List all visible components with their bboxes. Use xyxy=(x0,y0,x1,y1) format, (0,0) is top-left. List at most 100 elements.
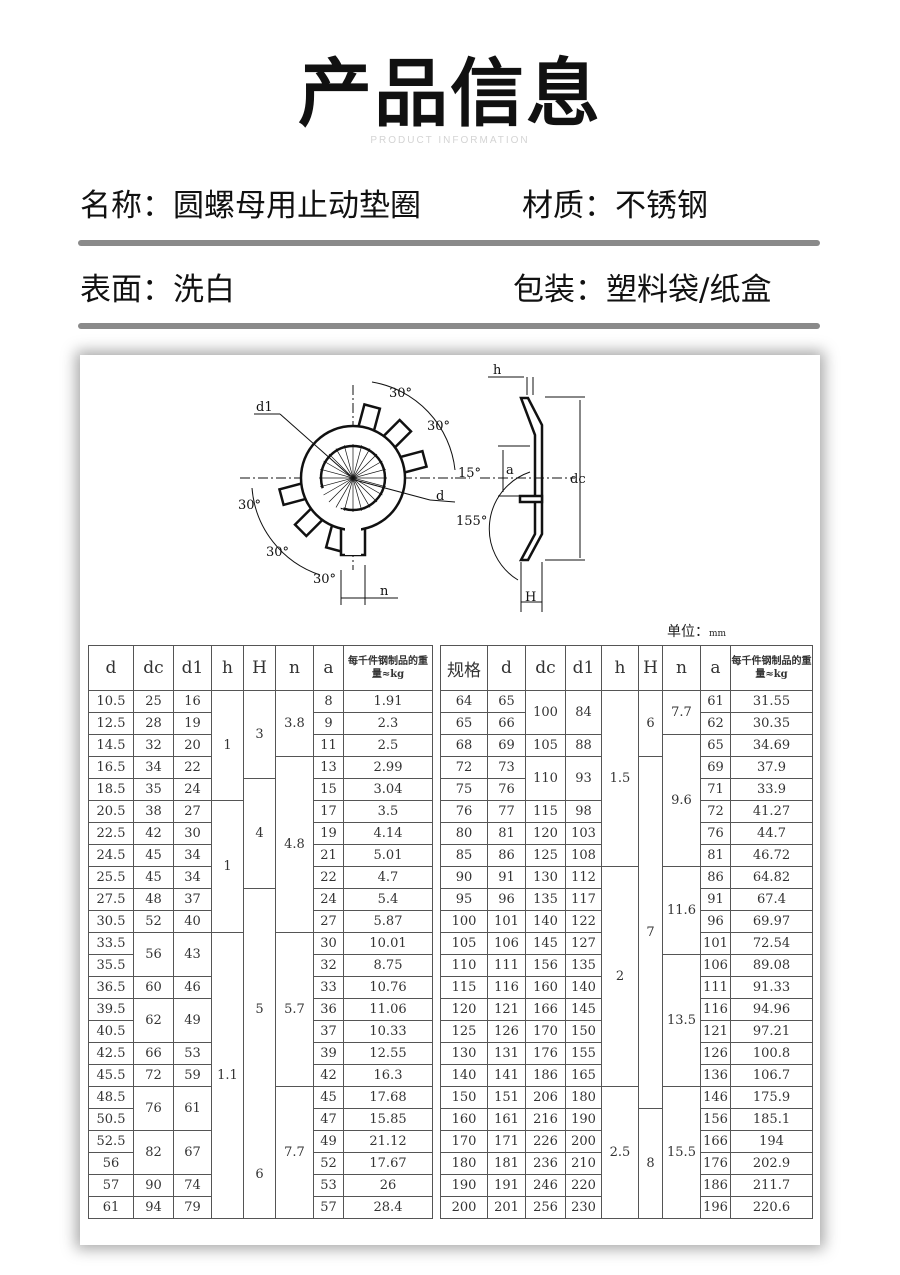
cell-d1: 103 xyxy=(565,822,602,845)
cell-d1: 108 xyxy=(565,844,602,867)
cell-a: 116 xyxy=(700,998,731,1021)
cell-a: 24 xyxy=(313,888,344,911)
cell-d: 121 xyxy=(487,998,526,1021)
column-header-spec: 规格 xyxy=(440,645,488,691)
cell-a: 15 xyxy=(313,778,344,801)
cell-spec: 110 xyxy=(440,954,488,977)
cell-d: 20.5 xyxy=(88,800,134,823)
cell-a: 32 xyxy=(313,954,344,977)
cell-weight: 69.97 xyxy=(730,910,813,933)
cell-d: 16.5 xyxy=(88,756,134,779)
cell-dc: 110 xyxy=(525,756,566,801)
cell-h: 2.5 xyxy=(601,1086,639,1219)
cell-a: 121 xyxy=(700,1020,731,1043)
cell-dc: 120 xyxy=(525,822,566,845)
table-row: 25.5 45 34 22 4.7 xyxy=(88,866,433,889)
cell-d: 76 xyxy=(487,778,526,801)
cell-weight: 100.8 xyxy=(730,1042,813,1065)
cell-a: 30 xyxy=(313,932,344,955)
unit-caption: 单位： xyxy=(667,624,709,640)
unit-label: 单位：mm xyxy=(667,624,726,643)
cell-spec: 68 xyxy=(440,734,488,757)
cell-dc: 45 xyxy=(133,866,174,889)
cell-a: 39 xyxy=(313,1042,344,1065)
cell-dc: 176 xyxy=(525,1042,566,1065)
column-header-h: h xyxy=(211,645,244,691)
cell-dc: 236 xyxy=(525,1152,566,1175)
cell-d1: 220 xyxy=(565,1174,602,1197)
table-row: 105 106 145 127 101 72.54 xyxy=(440,932,813,955)
cell-weight: 41.27 xyxy=(730,800,813,823)
cell-dc: 28 xyxy=(133,712,174,735)
cell-n: 9.6 xyxy=(662,734,701,867)
cell-d1: 49 xyxy=(173,998,212,1043)
cell-dc: 115 xyxy=(525,800,566,823)
cell-a: 91 xyxy=(700,888,731,911)
cell-d: 24.5 xyxy=(88,844,134,867)
cell-weight: 21.12 xyxy=(343,1130,433,1153)
cell-d: 201 xyxy=(487,1196,526,1219)
cell-a: 27 xyxy=(313,910,344,933)
cell-d: 66 xyxy=(487,712,526,735)
cell-weight: 4.14 xyxy=(343,822,433,845)
cell-d1: 74 xyxy=(173,1174,212,1197)
cell-H: 7 xyxy=(638,756,663,1109)
cell-weight: 91.33 xyxy=(730,976,813,999)
page-title: 产品信息 xyxy=(298,51,602,137)
cell-spec: 76 xyxy=(440,800,488,823)
cell-d1: 43 xyxy=(173,932,212,977)
table-row: 27.5 48 37 5 24 5.4 xyxy=(88,888,433,1131)
cell-d1: 20 xyxy=(173,734,212,757)
cell-weight: 8.75 xyxy=(343,954,433,977)
cell-n: 11.6 xyxy=(662,866,701,955)
cell-n: 3.8 xyxy=(275,690,314,757)
column-header-n: n xyxy=(662,645,701,691)
table-row: 35.5 32 8.75 xyxy=(88,954,433,977)
cell-d: 86 xyxy=(487,844,526,867)
cell-d: 36.5 xyxy=(88,976,134,999)
cell-d1: 93 xyxy=(565,756,602,801)
cell-d: 171 xyxy=(487,1130,526,1153)
table-row: 56 52 17.67 xyxy=(88,1152,433,1175)
product-surface: 表面：洗白 xyxy=(80,272,235,308)
cell-weight: 10.76 xyxy=(343,976,433,999)
cell-dc: 256 xyxy=(525,1196,566,1219)
cell-d1: 46 xyxy=(173,976,212,999)
construction-line xyxy=(320,468,386,488)
cell-a: 22 xyxy=(313,866,344,889)
cell-d: 40.5 xyxy=(88,1020,134,1043)
cell-weight: 33.9 xyxy=(730,778,813,801)
cell-d1: 37 xyxy=(173,888,212,911)
cell-d1: 16 xyxy=(173,690,212,713)
cell-spec: 64 xyxy=(440,690,488,713)
divider xyxy=(78,240,820,246)
cell-d: 191 xyxy=(487,1174,526,1197)
label-angle: 30° xyxy=(313,572,336,587)
cell-h: 2 xyxy=(601,866,639,1087)
cell-d: 126 xyxy=(487,1020,526,1043)
cell-d: 91 xyxy=(487,866,526,889)
cell-spec: 95 xyxy=(440,888,488,911)
cell-weight: 89.08 xyxy=(730,954,813,977)
cell-weight: 2.99 xyxy=(343,756,433,779)
cell-a: 65 xyxy=(700,734,731,757)
cell-d: 116 xyxy=(487,976,526,999)
cell-d1: 135 xyxy=(565,954,602,977)
cell-weight: 17.67 xyxy=(343,1152,433,1175)
cell-spec: 75 xyxy=(440,778,488,801)
cell-dc: 66 xyxy=(133,1042,174,1065)
cell-d1: 117 xyxy=(565,888,602,911)
table-row: 65 66 62 30.35 xyxy=(440,712,813,735)
cell-d1: 98 xyxy=(565,800,602,823)
cell-a: 86 xyxy=(700,866,731,889)
divider xyxy=(78,323,820,329)
cell-d: 181 xyxy=(487,1152,526,1175)
cell-spec: 120 xyxy=(440,998,488,1021)
cell-weight: 67.4 xyxy=(730,888,813,911)
table-row: 61 94 79 57 28.4 xyxy=(88,1196,433,1219)
cell-weight: 46.72 xyxy=(730,844,813,867)
cell-dc: 45 xyxy=(133,844,174,867)
cell-spec: 72 xyxy=(440,756,488,779)
label-angle: 30° xyxy=(238,498,261,513)
